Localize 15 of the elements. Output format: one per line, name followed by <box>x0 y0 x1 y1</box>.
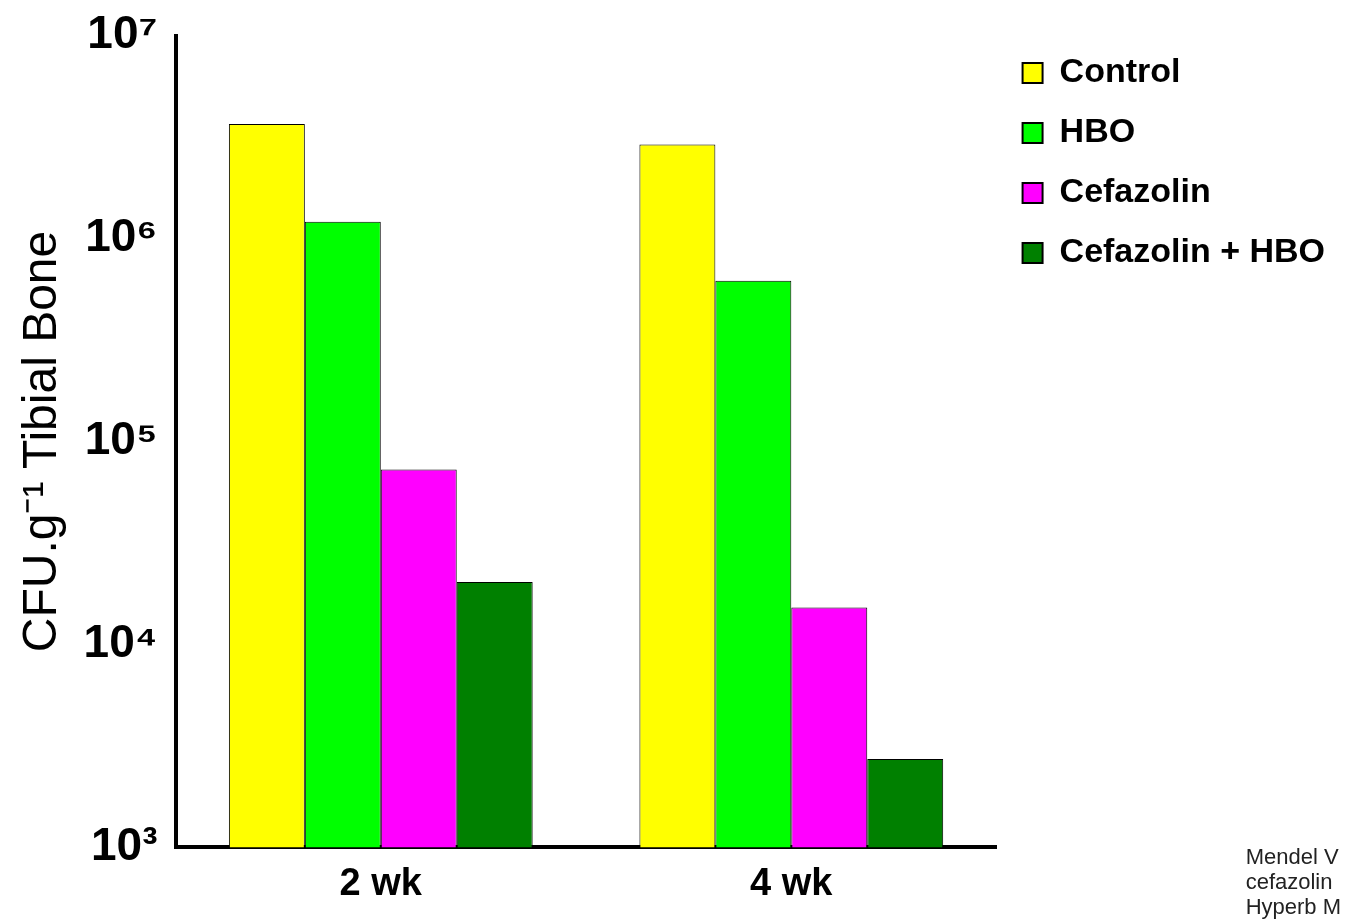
y-tick-label: 10³ <box>91 818 158 871</box>
y-tick-label: 10⁷ <box>87 6 158 59</box>
text: cefazolin <box>1245 869 1334 894</box>
x-tick-label: 2 wk <box>339 860 423 903</box>
y-axis-title: CFU.g⁻¹ Tibial Bone <box>13 230 67 653</box>
legend-label: Cefazolin <box>1059 171 1211 210</box>
legend-label: Control <box>1059 51 1181 90</box>
text: Mendel V <box>1245 844 1340 869</box>
y-tick-label: 10⁵ <box>84 412 158 465</box>
y-tick-label: 10⁴ <box>83 615 158 668</box>
x-tick-label: 4 wk <box>750 860 834 903</box>
legend-label: HBO <box>1059 111 1136 150</box>
legend-label: Cefazolin + HBO <box>1059 231 1326 270</box>
y-tick-label: 10⁶ <box>85 209 158 262</box>
text: Hyperb M <box>1245 894 1341 919</box>
